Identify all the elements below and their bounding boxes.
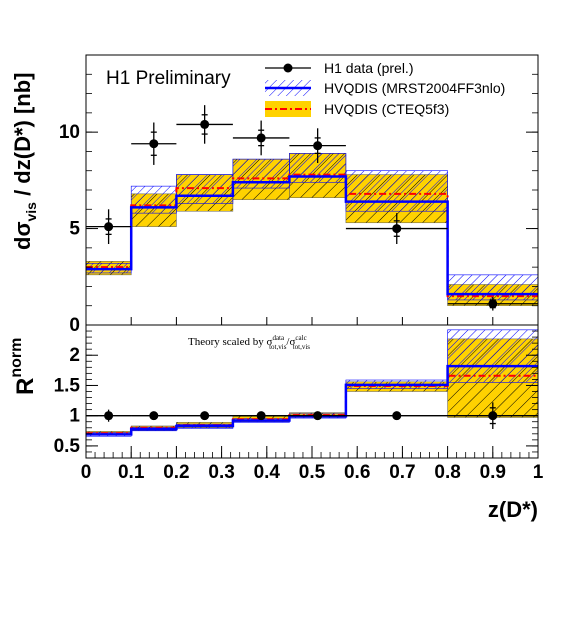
upper-y-ticks: 0 5 10 <box>59 54 538 336</box>
annotation-totvis-sub-2: tot,vis <box>293 343 311 351</box>
y-tick-label: 5 <box>69 219 80 240</box>
data-point <box>392 224 402 234</box>
mrst-band-bin <box>447 329 539 383</box>
legend-label-cteq: HVQDIS (CTEQ5f3) <box>324 101 449 117</box>
data-point <box>488 299 498 309</box>
lower-panel: 0.5 1 1.5 2 0 0.1 0.2 0.3 0.4 0.5 0.6 0.7 0.8 0.9 1 R… <box>8 317 544 522</box>
annotation-totvis-sub: tot,vis <box>269 343 287 351</box>
x-tick-label: 0.7 <box>389 462 415 483</box>
x-tick-label: 0.1 <box>118 462 145 483</box>
y-tick-label: 1.5 <box>54 375 81 396</box>
scaling-annotation: Theory scaled by σdata tot,vis/σcalc tot,v… <box>188 334 310 351</box>
data-point <box>149 411 159 421</box>
x-tick-label: 0.5 <box>299 462 326 483</box>
data-point <box>313 141 323 151</box>
upper-y-axis-label: dσvis / dz(D*) [nb] <box>10 73 39 251</box>
lower-y-axis-label: Rnorm <box>8 338 39 395</box>
cteq-central-line <box>86 173 538 298</box>
y-tick-label: 1 <box>69 406 80 427</box>
y-tick-label: 2 <box>69 345 80 366</box>
data-point <box>392 411 402 421</box>
x-tick-label: 0.9 <box>480 462 506 483</box>
watermark-h1-preliminary: H1 Preliminary <box>106 68 231 89</box>
lower-y-ticks: 0.5 1 1.5 2 <box>54 324 538 459</box>
data-point <box>149 139 159 149</box>
data-point <box>200 411 210 421</box>
lower-x-ticks: 0 0.1 0.2 0.3 0.4 0.5 0.6 0.7 0.8 0.9 1 <box>81 317 544 483</box>
data-point <box>104 222 114 232</box>
x-tick-label: 0.3 <box>208 462 234 483</box>
y-tick-label: 0.5 <box>54 436 81 457</box>
annotation-data-sup: data <box>272 334 285 342</box>
data-point <box>256 411 266 421</box>
x-tick-label: 1 <box>533 462 544 483</box>
x-tick-label: 0.2 <box>163 462 189 483</box>
data-point <box>104 411 114 421</box>
mrst-band-bin <box>232 158 290 189</box>
x-tick-label: 0.4 <box>254 462 281 483</box>
ylabel-vis-sub: vis <box>23 202 39 222</box>
y-tick-label: 10 <box>59 122 80 143</box>
ylabel-r: R <box>12 378 39 395</box>
mrst-band-bin <box>345 170 448 212</box>
legend-cteq-band <box>265 101 311 117</box>
annotation-slash-sigma: /σ <box>286 336 295 348</box>
data-point <box>200 119 210 129</box>
lower-model-lines <box>86 364 538 436</box>
ylabel-rest: / dz(D*) [nb] <box>10 73 35 203</box>
upper-model-lines <box>86 173 538 298</box>
mrst-central-line <box>86 364 538 436</box>
legend-label-mrst: HVQDIS (MRST2004FF3nlo) <box>324 80 505 96</box>
mrst-band-bin <box>130 185 177 214</box>
y-tick-label: 0 <box>69 315 80 336</box>
data-point <box>256 133 266 143</box>
x-axis-label: z(D*) <box>488 497 538 522</box>
lower-data-points <box>86 402 538 429</box>
legend-data-marker <box>283 63 293 73</box>
ylabel-dsigma: dσ <box>10 222 35 251</box>
x-tick-label: 0.8 <box>434 462 460 483</box>
x-tick-label: 0 <box>81 462 92 483</box>
mrst-central-line <box>86 175 538 296</box>
data-point <box>488 411 498 421</box>
lower-model-bands <box>85 329 539 437</box>
legend: H1 data (prel.) HVQDIS (MRST2004FF3nlo) … <box>265 60 505 117</box>
legend-label-h1-data: H1 data (prel.) <box>324 60 413 76</box>
ylabel-norm-sup: norm <box>8 338 25 378</box>
data-point <box>313 411 323 421</box>
upper-data-points <box>86 105 538 311</box>
annotation-text: Theory scaled by σ <box>188 336 272 348</box>
x-tick-label: 0.6 <box>344 462 370 483</box>
annotation-calc-sup: calc <box>295 334 306 342</box>
